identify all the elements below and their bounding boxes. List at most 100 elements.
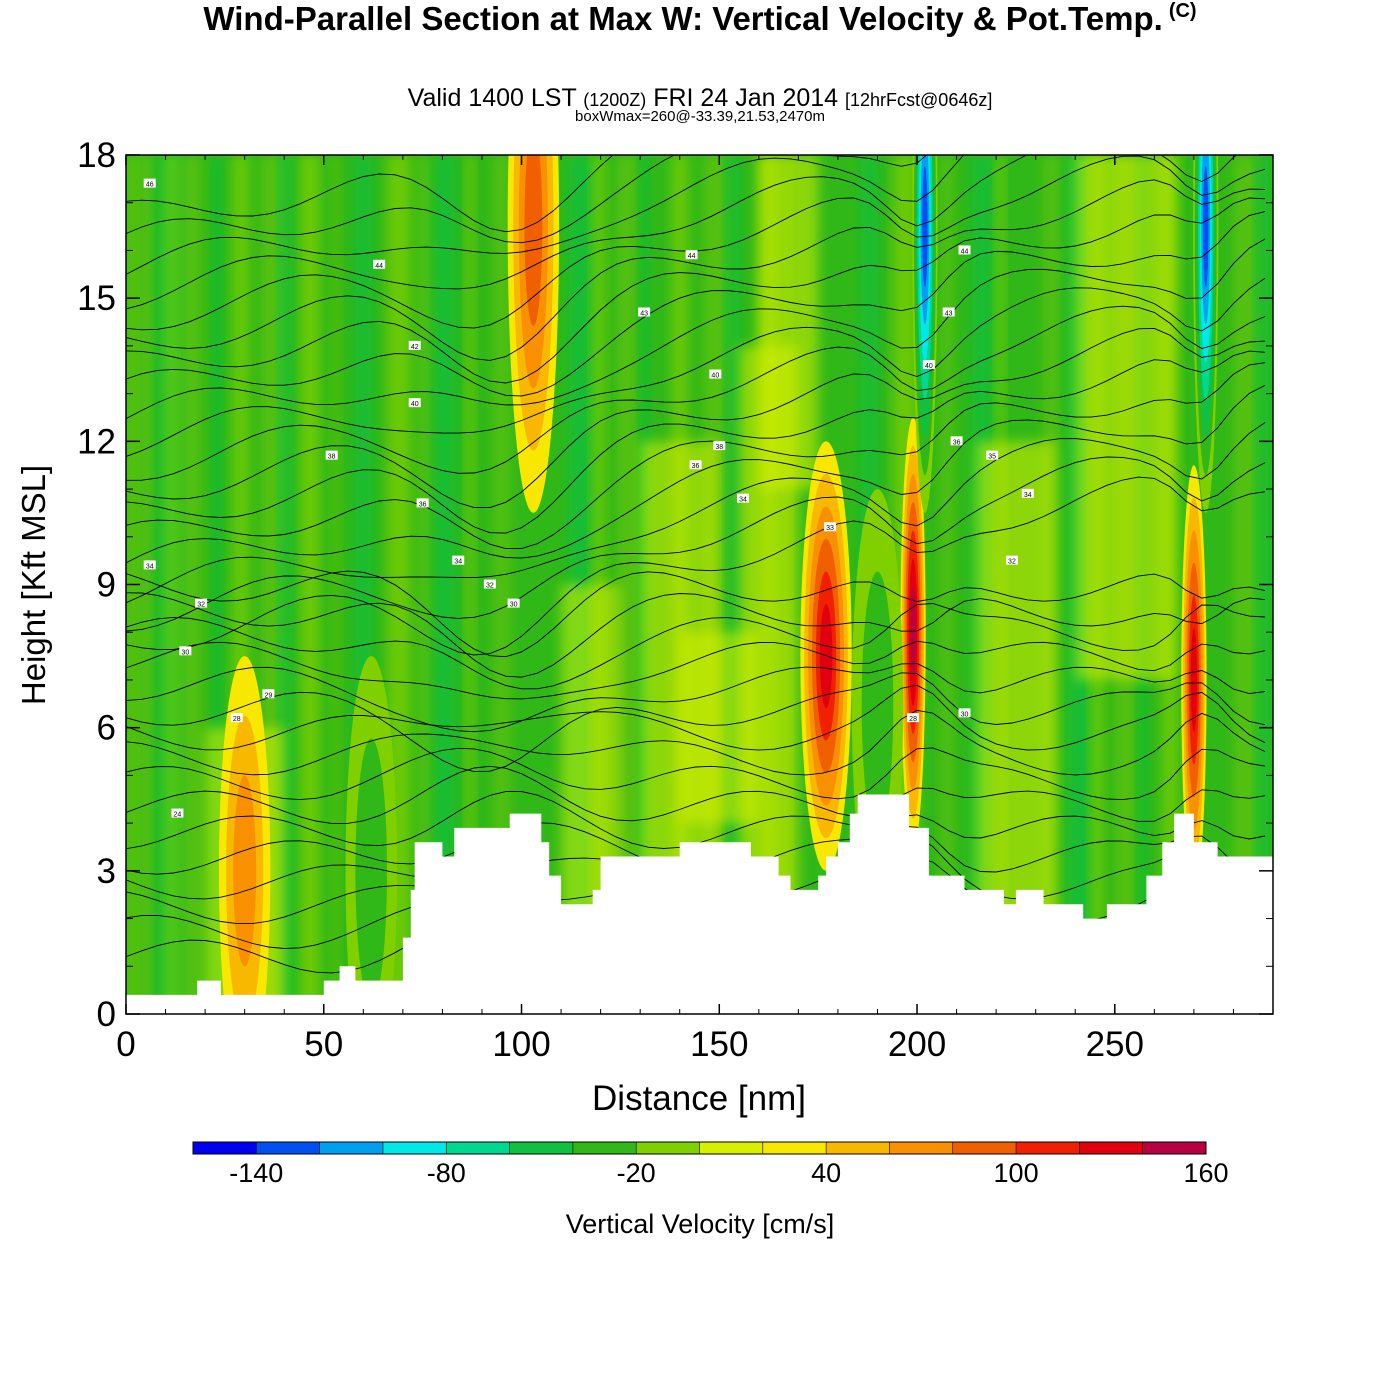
contour-label-text: 40 [925,363,933,370]
field-zone [679,632,759,824]
contour-label-text: 44 [688,253,696,260]
colorbar-swatch [319,1142,383,1154]
colorbar-swatch [256,1142,320,1154]
title-box: boxWmax=260@-33.39,21.53,2470m [575,108,825,125]
field-band [165,155,178,1014]
contour-label-text: 42 [411,344,419,351]
field-zone [758,155,819,490]
contour-label-bg [958,708,971,718]
colorbar-label: Vertical Velocity [cm/s] [566,1209,835,1239]
contour-label: 32 [1005,555,1018,566]
contour-label: 28 [230,713,243,723]
chart-title: Wind-Parallel Section at Max W: Vertical… [0,0,1400,38]
contour-label-bg [737,493,750,503]
contour-label: 36 [416,498,429,508]
contour-label-text: 28 [233,716,241,723]
theta-contour [126,211,1266,397]
contour-label: 43 [942,307,955,317]
y-tick-label: 3 [97,852,116,891]
field-band [181,155,202,1014]
theta-contour [126,179,1266,361]
contour-label-bg [262,689,275,699]
contour-label: 44 [373,259,386,270]
contour-label-bg [824,522,837,532]
field-band [466,155,475,1014]
field-band [434,155,455,1014]
contour-label-bg [179,646,192,656]
contour-label: 44 [958,245,971,255]
contour-label-text: 30 [510,602,518,609]
contour-label: 33 [824,522,837,532]
contour-label-bg [171,808,184,818]
colorbar-swatch [1142,1142,1206,1154]
contour-label-bg [685,250,698,260]
contour-label-text: 43 [945,310,953,317]
contour-label-text: 44 [375,263,383,270]
theta-contour [126,384,1266,564]
contour-label-text: 40 [711,373,719,380]
contour-label: 43 [638,307,651,317]
contour-label-bg [143,178,156,188]
contour-label: 38 [325,450,338,461]
x-tick-label: 150 [690,1025,748,1064]
contour-label: 32 [195,598,208,609]
contour-label-bg [1005,555,1018,565]
theta-contour [126,476,1266,656]
contour-label-bg [950,436,963,446]
colorbar-swatch [889,1142,953,1154]
contour-label: 34 [143,560,156,570]
field-band [300,155,320,1014]
contour-label: 40 [922,359,935,370]
contour-label-text: 32 [197,602,205,609]
contour-label: 30 [179,646,192,656]
theta-contour [126,709,1266,776]
contour-label-text: 36 [692,463,700,470]
contour-label-text: 40 [411,401,419,408]
colorbar-tick-label: -20 [617,1158,656,1188]
contour-label: 42 [408,340,421,351]
contour-labels: 46 44 44 44 43 43 42 40 40 40 38 38 36 36 35 36 34 34 33 32… [143,178,1034,819]
contour-label: 29 [262,689,275,699]
theta-contour [126,350,1266,534]
contour-label-text: 44 [961,248,969,255]
contour-label-text: 28 [909,716,917,723]
colorbar-swatch [826,1142,890,1154]
terrain-mask [126,794,1273,1014]
copyright-mark: (C) [1168,0,1197,22]
contour-label: 40 [408,398,421,408]
contour-label-text: 36 [953,439,961,446]
y-tick-label: 15 [77,279,116,318]
contour-label: 34 [1021,488,1034,499]
theta-contour [126,640,1266,700]
field-band [137,155,154,1014]
x-axis-label: Distance [nm] [592,1079,806,1118]
theta-contour [126,684,1266,751]
colorbar-swatch [382,1142,447,1154]
y-tick-label: 12 [77,422,116,461]
colorbar-swatch [1016,1142,1080,1154]
contour-label: 24 [171,808,184,819]
contour-label-text: 43 [640,310,648,317]
theta-contour [126,362,1266,550]
colorbar-tick-label: -140 [229,1158,283,1188]
contour-label-text: 33 [826,525,834,532]
contour-label: 40 [709,369,722,380]
x-tick-label: 200 [888,1025,946,1064]
field-band [418,155,431,1014]
contour-label: 36 [950,436,963,446]
theta-contour [126,327,1266,509]
colorbar-swatch [193,1142,257,1154]
theta-contour [126,197,1266,384]
contour-label: 44 [685,250,698,260]
contour-label-bg [922,359,935,369]
contour-label: 28 [907,713,920,723]
updraft-core [910,587,916,678]
colorbar-swatch [446,1142,510,1154]
contour-label-bg [230,713,243,723]
colorbar-swatch [762,1142,827,1154]
x-tick-label: 50 [304,1025,343,1064]
contour-label: 46 [143,178,156,189]
contour-label: 34 [452,555,465,566]
contour-label-text: 46 [146,182,154,189]
title-main: Wind-Parallel Section at Max W: Vertical… [203,0,1197,37]
